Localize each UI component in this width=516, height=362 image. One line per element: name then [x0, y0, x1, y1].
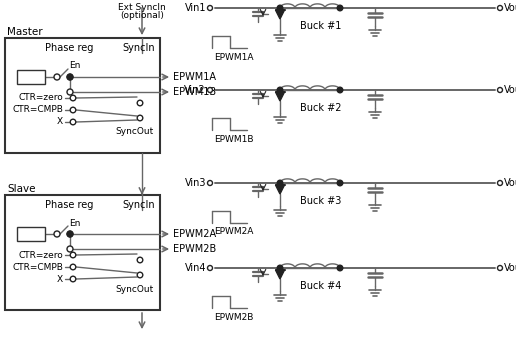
Circle shape [497, 5, 503, 10]
Circle shape [67, 74, 73, 80]
Polygon shape [276, 10, 284, 19]
Text: CTR=CMPB: CTR=CMPB [12, 105, 63, 114]
Bar [5, 195, 160, 310]
Text: EPWM2B: EPWM2B [214, 312, 253, 321]
Text: Buck #1: Buck #1 [300, 21, 342, 31]
Circle shape [67, 74, 73, 80]
Text: Vout1: Vout1 [504, 3, 516, 13]
Text: Φ=X: Φ=X [21, 230, 41, 239]
Text: Buck #2: Buck #2 [300, 103, 342, 113]
Circle shape [337, 180, 343, 186]
Circle shape [54, 231, 60, 237]
Text: X: X [57, 118, 63, 126]
Circle shape [277, 180, 283, 186]
Circle shape [67, 231, 73, 237]
Circle shape [67, 89, 73, 95]
Text: Vout2: Vout2 [504, 85, 516, 95]
Text: SyncOut: SyncOut [116, 285, 154, 294]
Text: SyncOut: SyncOut [116, 127, 154, 136]
Text: (optional): (optional) [120, 12, 164, 21]
Text: Phase reg: Phase reg [45, 43, 93, 53]
Circle shape [67, 231, 73, 237]
Text: Vin1: Vin1 [185, 3, 206, 13]
Circle shape [277, 265, 283, 271]
Circle shape [207, 88, 213, 93]
Text: Vout3: Vout3 [504, 178, 516, 188]
Circle shape [67, 246, 73, 252]
Text: EPWM1A: EPWM1A [173, 72, 216, 82]
Text: Buck #3: Buck #3 [300, 196, 342, 206]
Circle shape [137, 100, 143, 106]
Text: Slave: Slave [7, 184, 36, 194]
Bar [17, 70, 45, 84]
Circle shape [207, 5, 213, 10]
Text: CTR=CMPB: CTR=CMPB [12, 262, 63, 272]
Text: Ext SyncIn: Ext SyncIn [118, 4, 166, 13]
Text: EPWM1B: EPWM1B [173, 87, 216, 97]
Circle shape [137, 257, 143, 263]
Bar [5, 38, 160, 153]
Text: En: En [69, 219, 80, 227]
Circle shape [337, 87, 343, 93]
Text: Buck #4: Buck #4 [300, 281, 342, 291]
Text: CTR=zero: CTR=zero [18, 93, 63, 102]
Text: EPWM2A: EPWM2A [173, 229, 216, 239]
Polygon shape [276, 270, 284, 279]
Circle shape [70, 252, 76, 258]
Circle shape [497, 265, 503, 270]
Circle shape [337, 5, 343, 11]
Text: EPWM2B: EPWM2B [173, 244, 216, 254]
Circle shape [137, 115, 143, 121]
Text: Vin2: Vin2 [184, 85, 206, 95]
Circle shape [497, 181, 503, 185]
Text: EPWM1A: EPWM1A [214, 52, 253, 62]
Circle shape [70, 107, 76, 113]
Text: EPWM2A: EPWM2A [214, 227, 253, 236]
Circle shape [70, 95, 76, 101]
Circle shape [207, 181, 213, 185]
Polygon shape [276, 185, 284, 194]
Circle shape [337, 265, 343, 271]
Text: Vin3: Vin3 [185, 178, 206, 188]
Text: SyncIn: SyncIn [122, 43, 155, 53]
Circle shape [70, 119, 76, 125]
Text: EPWM1B: EPWM1B [214, 135, 253, 143]
Circle shape [70, 264, 76, 270]
Text: SyncIn: SyncIn [122, 200, 155, 210]
Circle shape [54, 74, 60, 80]
Bar [17, 227, 45, 241]
Text: CTR=zero: CTR=zero [18, 251, 63, 260]
Text: Phase reg: Phase reg [45, 200, 93, 210]
Text: Vout4: Vout4 [504, 263, 516, 273]
Circle shape [207, 265, 213, 270]
Circle shape [277, 5, 283, 11]
Text: X: X [57, 274, 63, 283]
Circle shape [497, 88, 503, 93]
Circle shape [277, 87, 283, 93]
Circle shape [70, 276, 76, 282]
Text: Master: Master [7, 27, 43, 37]
Text: Vin4: Vin4 [185, 263, 206, 273]
Polygon shape [276, 92, 284, 101]
Text: Φ=0°: Φ=0° [19, 72, 43, 81]
Circle shape [137, 272, 143, 278]
Text: En: En [69, 62, 80, 71]
